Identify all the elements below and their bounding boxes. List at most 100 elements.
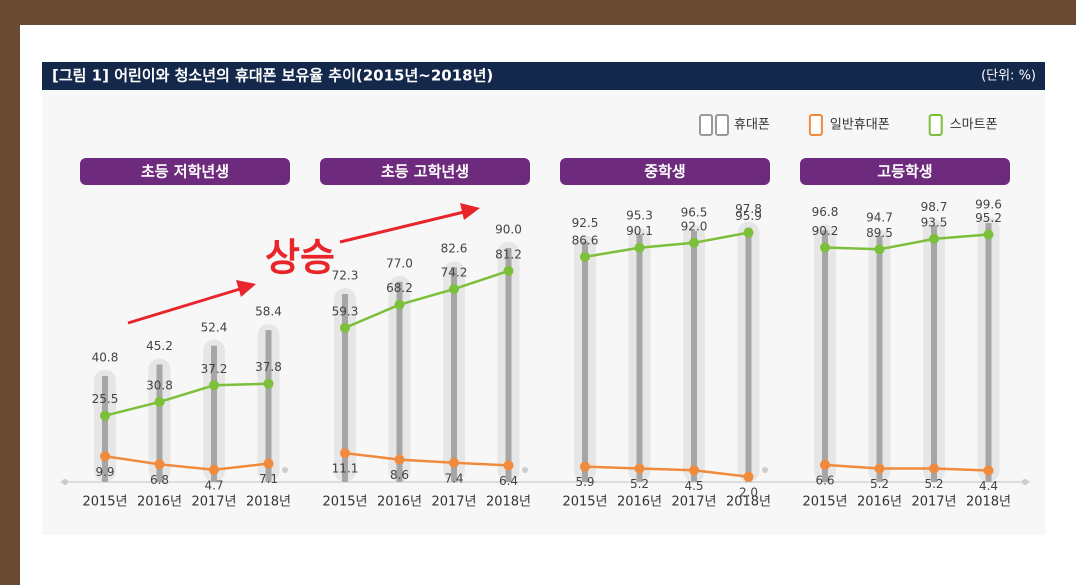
bar	[505, 248, 512, 482]
point	[503, 265, 514, 276]
bar-value-label: 96.8	[812, 205, 839, 219]
bar	[211, 345, 217, 482]
line	[104, 455, 269, 472]
bar-value-label: 96.5	[681, 206, 708, 220]
bar-value-label: 77.0	[386, 256, 413, 270]
rise-arrows	[127, 203, 480, 325]
point-value-label: 25.5	[92, 392, 119, 406]
point-value-label: 2.0	[739, 485, 758, 499]
point	[820, 242, 830, 253]
point	[340, 448, 350, 459]
point-value-label: 90.1	[626, 224, 653, 238]
legend-label: 휴대폰	[734, 118, 770, 133]
x-tick-label: 2017년	[191, 495, 236, 510]
point	[743, 227, 754, 238]
unit-label: (단위: %)	[981, 69, 1036, 84]
bar-value-label: 94.7	[866, 210, 893, 224]
title-bar	[42, 62, 1045, 90]
x-tick-label: 2017년	[431, 495, 476, 510]
point-value-label: 89.5	[866, 226, 893, 240]
point	[394, 454, 405, 465]
point	[209, 380, 219, 391]
point	[580, 251, 590, 262]
panel-header	[800, 158, 1010, 185]
bar	[582, 241, 588, 482]
separator-dot	[282, 467, 288, 473]
point	[580, 461, 590, 472]
bar	[396, 281, 403, 482]
point	[503, 460, 514, 471]
point	[929, 233, 939, 244]
panel-header	[320, 158, 530, 185]
legend-icon	[808, 114, 823, 136]
bar	[931, 225, 937, 482]
point-value-label: 37.2	[201, 362, 228, 376]
line	[344, 451, 509, 467]
bar-value-label: 95.3	[626, 209, 653, 223]
line	[584, 231, 749, 259]
point	[634, 242, 645, 253]
bar-value-label: 52.4	[201, 320, 228, 334]
bar	[985, 223, 992, 483]
panel-header	[80, 158, 290, 185]
x-tick-label: 2016년	[857, 495, 902, 510]
bar	[822, 230, 828, 482]
point-value-label: 7.1	[259, 472, 278, 486]
point	[154, 459, 165, 470]
point	[449, 284, 459, 295]
point	[449, 457, 459, 468]
bar-value-label: 99.6	[975, 198, 1002, 212]
point	[983, 465, 994, 476]
legend-icon	[928, 114, 943, 136]
bar-value-label: 90.0	[495, 223, 522, 237]
point-value-label: 4.4	[979, 479, 998, 493]
bar-value-label: 40.8	[92, 350, 119, 364]
x-tick-label: 2018년	[486, 495, 531, 510]
bar-value-label: 72.3	[332, 269, 359, 283]
point	[100, 410, 110, 421]
point	[340, 322, 350, 333]
legend-icon	[715, 114, 729, 136]
point-value-label: 30.8	[146, 378, 173, 392]
point-value-label: 5.2	[630, 477, 649, 491]
bar	[265, 330, 272, 482]
point-value-label: 4.7	[204, 478, 223, 492]
x-tick-label: 2015년	[322, 495, 367, 510]
figure-title: [그림 1] 어린이와 청소년의 휴대폰 보유율 추이(2015년~2018년)	[52, 67, 493, 85]
bar-value-label: 98.7	[921, 200, 948, 214]
bar	[876, 235, 883, 482]
legend-label: 일반휴대폰	[830, 118, 890, 133]
point	[983, 229, 994, 240]
x-tick-label: 2016년	[617, 495, 662, 510]
point-value-label: 93.5	[921, 215, 948, 229]
bar	[156, 364, 163, 482]
arrow-line	[339, 210, 465, 244]
point	[209, 464, 219, 475]
point-value-label: 68.2	[386, 281, 413, 295]
point	[100, 451, 110, 462]
point	[689, 465, 699, 476]
bar	[451, 267, 457, 482]
bar-value-label: 97.8	[735, 202, 762, 216]
x-tick-label: 2016년	[137, 495, 182, 510]
arrow-head	[460, 203, 480, 220]
point-value-label: 6.6	[815, 473, 834, 487]
point-value-label: 92.0	[681, 219, 708, 233]
panel-title: 초등 고학년생	[381, 163, 469, 181]
line	[584, 465, 749, 479]
point	[743, 471, 754, 482]
annotation: 상승	[265, 236, 335, 280]
x-tick-label: 2016년	[377, 495, 422, 510]
legend-icon	[699, 114, 713, 136]
figure-box	[42, 62, 1045, 535]
bar-value-label: 45.2	[146, 339, 173, 353]
x-tick-label: 2015년	[802, 495, 847, 510]
x-tick-label: 2018년	[966, 495, 1011, 510]
point-value-label: 37.8	[255, 360, 282, 374]
bar	[636, 234, 643, 482]
point-value-label: 5.2	[870, 477, 889, 491]
point	[263, 458, 274, 469]
bar	[691, 231, 697, 482]
x-tick-label: 2015년	[82, 495, 127, 510]
